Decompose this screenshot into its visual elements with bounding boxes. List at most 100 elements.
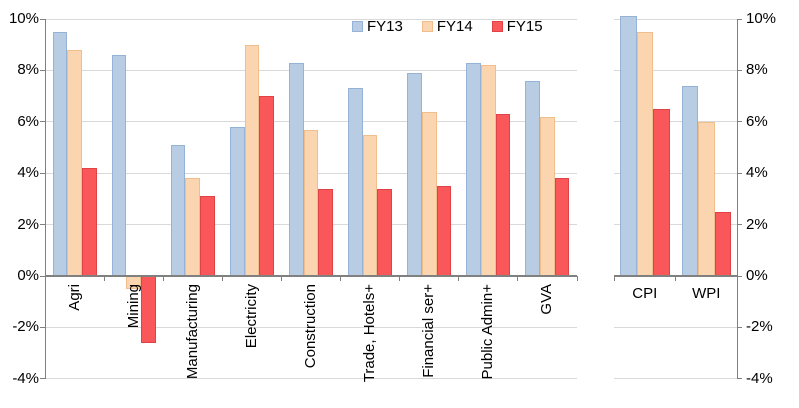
- bar-fy13-cpi: [620, 16, 637, 276]
- y-axis-line: [44, 19, 46, 379]
- gridline: [614, 172, 737, 174]
- category-label-mining: Mining: [124, 284, 142, 329]
- y-axis-label-left: -2%: [12, 318, 39, 336]
- category-label-financial-ser-: Financial ser+: [420, 284, 438, 378]
- gridline: [614, 378, 737, 380]
- y-axis-label-right: 6%: [746, 112, 768, 130]
- y-axis-label-left: 8%: [17, 61, 39, 79]
- gridline: [45, 18, 577, 20]
- y-axis-label-right: 10%: [746, 10, 777, 27]
- category-label-wpi: WPI: [692, 285, 721, 302]
- gridline: [614, 18, 737, 20]
- bar-fy14-cpi: [636, 31, 653, 276]
- bar-fy15-mining: [141, 276, 156, 343]
- category-axis-tick: [162, 276, 164, 281]
- legend-item-fy15: FY15: [491, 18, 543, 35]
- y-axis-tick: [737, 224, 742, 226]
- y-axis-label-left: 6%: [17, 112, 39, 130]
- bar-fy15-public-admin-: [495, 114, 511, 276]
- category-label-trade-hotels-: Trade, Hotels+: [361, 284, 379, 383]
- bar-fy15-wpi: [714, 211, 731, 276]
- category-axis-tick: [613, 276, 615, 281]
- y-axis-label-left: 0%: [17, 267, 39, 284]
- bar-fy13-agri: [52, 31, 68, 276]
- category-label-public-admin-: Public Admin+: [479, 284, 497, 380]
- category-label-electricity: Electricity: [242, 284, 260, 349]
- y-axis-tick: [40, 224, 45, 226]
- bar-fy13-wpi: [681, 85, 698, 276]
- bar-fy15-gva: [554, 178, 570, 276]
- y-axis-label-right: -2%: [746, 318, 773, 336]
- bar-fy13-electricity: [229, 126, 245, 276]
- legend-swatch-fy13-icon: [352, 21, 363, 32]
- category-axis-tick: [675, 276, 676, 281]
- y-axis-label-left: -4%: [12, 369, 39, 387]
- bar-fy14-electricity: [244, 44, 260, 276]
- bar-fy14-construction: [303, 129, 319, 276]
- legend-item-fy13: FY13: [352, 19, 403, 34]
- x-axis-line: [614, 275, 737, 277]
- y-axis-tick: [737, 18, 742, 20]
- gridline: [614, 121, 737, 123]
- bar-fy13-mining: [111, 54, 127, 276]
- gridline: [614, 326, 737, 328]
- legend-label-fy13: FY13: [367, 18, 403, 35]
- legend-swatch-fy15-icon: [491, 21, 503, 32]
- gridline: [45, 69, 577, 71]
- category-axis-tick: [399, 276, 401, 281]
- bar-fy13-financial-ser-: [407, 72, 422, 276]
- y-axis-label-right: 0%: [746, 267, 768, 284]
- bar-fy14-financial-ser-: [421, 111, 437, 276]
- bar-fy13-gva: [525, 80, 541, 276]
- bar-fy13-construction: [288, 62, 304, 276]
- y-axis-tick: [737, 172, 742, 174]
- bar-fy15-construction: [318, 188, 334, 276]
- y-axis-label-left: 2%: [17, 215, 39, 233]
- legend-label-fy14: FY14: [436, 18, 473, 35]
- category-axis-tick: [280, 276, 282, 281]
- y-axis-label-left: 10%: [8, 10, 39, 27]
- bar-fy15-agri: [81, 168, 97, 276]
- category-label-gva: GVA: [538, 284, 556, 315]
- category-axis-tick: [221, 276, 223, 281]
- bar-fy14-agri: [67, 49, 82, 276]
- y-axis-tick: [737, 275, 742, 277]
- bar-fy14-gva: [540, 116, 555, 276]
- legend: FY13 FY14 FY15: [352, 19, 543, 34]
- gridline: [45, 378, 577, 380]
- bar-fy15-manufacturing: [200, 196, 215, 276]
- gridline: [614, 69, 737, 71]
- bar-fy14-wpi: [698, 121, 715, 276]
- y-axis-tick: [40, 69, 45, 71]
- y-axis-tick: [737, 121, 742, 123]
- y-axis-tick: [40, 18, 45, 20]
- y-axis-tick: [737, 69, 742, 71]
- y-axis-label-right: 8%: [746, 61, 768, 79]
- category-label-cpi: CPI: [632, 285, 658, 302]
- y-axis-label-right: -4%: [746, 369, 773, 387]
- category-axis-tick: [103, 276, 105, 281]
- category-axis-tick: [517, 276, 519, 281]
- gridline: [45, 326, 577, 328]
- legend-label-fy15: FY15: [506, 18, 543, 35]
- category-label-manufacturing: Manufacturing: [183, 284, 201, 380]
- y-axis-line: [736, 19, 738, 379]
- y-axis-tick: [40, 326, 45, 328]
- y-axis-tick: [737, 378, 742, 380]
- y-axis-label-right: 2%: [746, 215, 768, 233]
- category-axis-tick: [576, 276, 578, 281]
- category-label-construction: Construction: [302, 284, 319, 369]
- bar-fy15-trade-hotels-: [377, 188, 393, 276]
- y-axis-tick: [40, 378, 45, 380]
- y-axis-tick: [737, 326, 742, 328]
- category-axis-tick: [340, 276, 342, 281]
- legend-item-fy14: FY14: [421, 18, 473, 35]
- y-axis-label-left: 4%: [17, 164, 39, 182]
- category-label-agri: Agri: [65, 284, 83, 311]
- bar-fy15-electricity: [259, 96, 274, 276]
- y-axis-tick: [40, 172, 45, 174]
- bar-fy15-financial-ser-: [436, 186, 452, 276]
- gridline: [614, 224, 737, 226]
- y-axis-label-right: 4%: [746, 164, 768, 182]
